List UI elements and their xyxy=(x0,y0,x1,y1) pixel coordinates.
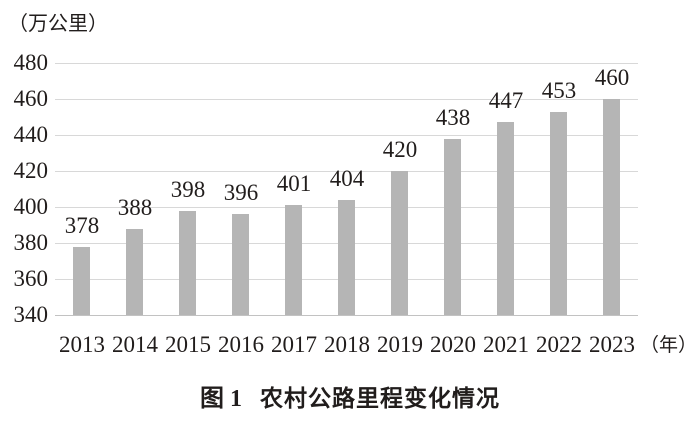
x-tick-label: 2019 xyxy=(377,332,423,357)
bar-2017 xyxy=(285,205,302,315)
x-axis-line xyxy=(55,315,638,316)
bar-value-label: 453 xyxy=(541,78,577,103)
figure-caption-number: 图 1 xyxy=(200,386,242,412)
bar-2023 xyxy=(603,99,620,315)
x-tick-label: 2015 xyxy=(165,332,211,357)
x-tick-label: 2021 xyxy=(483,332,529,357)
bar-value-label: 378 xyxy=(64,213,100,238)
bar-2021 xyxy=(497,122,514,315)
x-tick-label: 2017 xyxy=(271,332,317,357)
bar-2013 xyxy=(73,247,90,315)
bar-value-label: 460 xyxy=(594,65,630,90)
x-tick-label: 2018 xyxy=(324,332,370,357)
y-tick-label: 360 xyxy=(13,266,49,291)
y-tick-label: 480 xyxy=(13,50,49,75)
x-tick-label: 2013 xyxy=(59,332,105,357)
bar-value-label: 447 xyxy=(488,88,524,113)
figure-caption: 图 1 农村公路里程变化情况 xyxy=(0,378,700,413)
bar-2014 xyxy=(126,229,143,315)
x-tick-label: 2023 xyxy=(589,332,635,357)
bar-2018 xyxy=(338,200,355,315)
bar-2015 xyxy=(179,211,196,315)
y-tick-label: 420 xyxy=(13,158,49,183)
bar-value-label: 398 xyxy=(170,177,206,202)
bar-value-label: 438 xyxy=(435,105,471,130)
y-tick-label: 460 xyxy=(13,86,49,111)
x-tick-label: 2020 xyxy=(430,332,476,357)
bar-value-label: 420 xyxy=(382,137,418,162)
bar-value-label: 388 xyxy=(117,195,153,220)
y-tick-label: 340 xyxy=(13,302,49,327)
figure-caption-title: 农村公路里程变化情况 xyxy=(260,385,500,411)
x-axis-unit-label: （年） xyxy=(640,335,698,356)
bar-2019 xyxy=(391,171,408,315)
gridline xyxy=(55,63,638,64)
bar-2022 xyxy=(550,112,567,315)
gridline xyxy=(55,135,638,136)
bar-value-label: 404 xyxy=(329,166,365,191)
bar-value-label: 401 xyxy=(276,171,312,196)
bar-value-label: 396 xyxy=(223,180,259,205)
y-tick-label: 400 xyxy=(13,194,49,219)
x-tick-label: 2016 xyxy=(218,332,264,357)
x-tick-label: 2014 xyxy=(112,332,158,357)
bar-2020 xyxy=(444,139,461,315)
y-axis-unit-label: （万公里） xyxy=(8,13,108,35)
x-tick-label: 2022 xyxy=(536,332,582,357)
y-tick-label: 380 xyxy=(13,230,49,255)
y-tick-label: 440 xyxy=(13,122,49,147)
bar-2016 xyxy=(232,214,249,315)
gridline xyxy=(55,99,638,100)
gridline xyxy=(55,171,638,172)
